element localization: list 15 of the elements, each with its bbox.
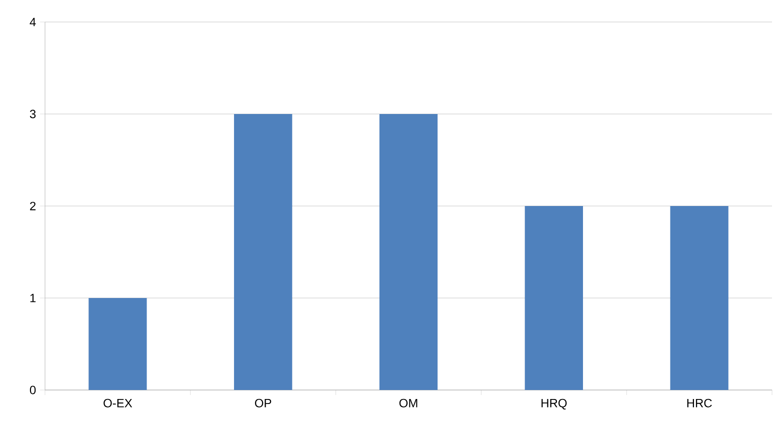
x-tick-label: HRQ bbox=[542, 398, 567, 410]
x-tick-label: OP bbox=[255, 398, 272, 408]
bar bbox=[670, 206, 728, 390]
bar bbox=[524, 206, 583, 390]
bar bbox=[88, 298, 147, 390]
bar bbox=[379, 114, 438, 390]
x-tick-label: O-EX bbox=[104, 398, 132, 408]
x-tick-label: OM bbox=[399, 398, 418, 408]
y-tick-label: 3 bbox=[30, 110, 36, 118]
bar bbox=[234, 114, 292, 390]
y-tick-label: 2 bbox=[30, 202, 36, 210]
y-tick-label: 1 bbox=[30, 294, 36, 302]
y-tick-label: 0 bbox=[30, 386, 36, 394]
x-tick-label: HRC bbox=[687, 398, 712, 408]
y-tick-label: 4 bbox=[30, 18, 36, 26]
